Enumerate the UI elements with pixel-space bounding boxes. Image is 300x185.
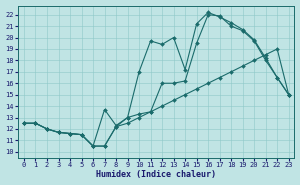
X-axis label: Humidex (Indice chaleur): Humidex (Indice chaleur) bbox=[96, 170, 216, 179]
